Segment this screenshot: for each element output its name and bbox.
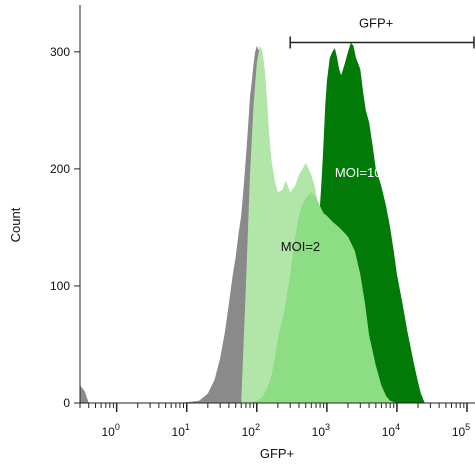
y-tick-label: 300	[50, 45, 70, 59]
x-tick-label: 100	[101, 422, 119, 439]
series-area-4	[250, 192, 403, 403]
x-tick-label: 103	[312, 422, 330, 439]
gfp-gate: GFP+	[289, 15, 475, 49]
axes: 0 100 200 300 100 101 102 103 104 105	[50, 5, 475, 439]
annotation-moi-2: MOI=2	[281, 239, 320, 254]
y-tick-label: 100	[50, 279, 70, 293]
y-axis-title: Count	[8, 207, 23, 242]
series-area-1	[80, 46, 293, 403]
annotation-layer: MOI=10 MOI=2	[281, 165, 382, 254]
x-axis-title: GFP+	[260, 446, 294, 461]
x-tick-label: 102	[242, 422, 260, 439]
gate-label: GFP+	[359, 15, 393, 30]
x-tick-label: 104	[382, 422, 400, 439]
histogram-series-layer	[80, 42, 425, 403]
y-tick-label: 0	[63, 396, 70, 410]
x-tick-label: 105	[452, 422, 470, 439]
x-tick-label: 101	[172, 422, 190, 439]
y-tick-label: 200	[50, 162, 70, 176]
annotation-moi-10: MOI=10	[335, 165, 382, 180]
